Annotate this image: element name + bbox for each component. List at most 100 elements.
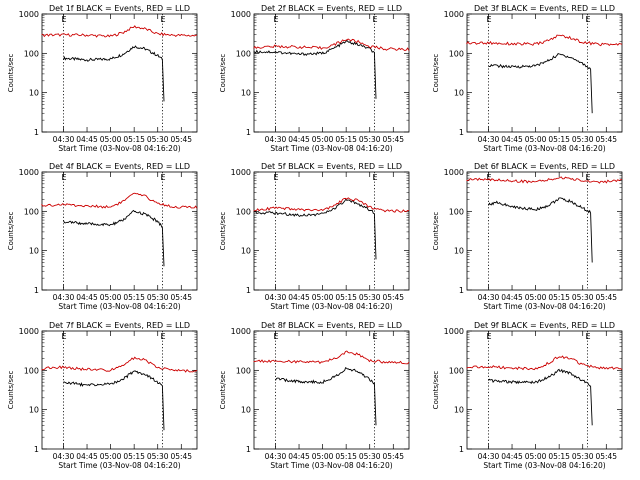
x-tick-label: 04:30 — [53, 293, 75, 302]
lld-series-line — [466, 34, 623, 47]
x-tick-label: 05:30 — [359, 452, 381, 461]
x-axis-label: Start Time (03-Nov-08 04:16:20) — [270, 302, 392, 311]
x-tick-label: 05:30 — [147, 293, 169, 302]
plot-title: Det 3f BLACK = Events, RED = LLD — [474, 4, 615, 13]
x-tick-label: 05:45 — [595, 135, 617, 144]
y-tick-label: 1 — [34, 128, 39, 137]
x-tick-label: 05:45 — [170, 293, 192, 302]
x-tick-label: 05:45 — [170, 135, 192, 144]
plot-frame — [253, 330, 410, 450]
y-tick-label: 1 — [459, 286, 464, 295]
x-tick-label: 05:30 — [147, 452, 169, 461]
x-tick-label: 04:45 — [288, 452, 310, 461]
event-marker-label: E — [160, 332, 165, 341]
y-tick-label: 100 — [236, 207, 251, 216]
plot-frame — [41, 330, 198, 450]
lld-series-line — [41, 25, 197, 38]
plot-frame — [466, 330, 623, 450]
x-tick-label: 05:45 — [382, 452, 404, 461]
y-tick-label: 1 — [246, 445, 251, 454]
y-tick-label: 1000 — [231, 327, 251, 336]
events-series-line — [253, 39, 377, 99]
y-tick-label: 1 — [459, 445, 464, 454]
detector-plot-3: Det 3f BLACK = Events, RED = LLD 1 10 100 10… — [432, 4, 623, 153]
x-axis-label: Start Time (03-Nov-08 04:16:20) — [483, 144, 605, 153]
x-tick-label: 05:15 — [548, 293, 570, 302]
x-tick-label: 05:00 — [100, 293, 122, 302]
events-series-line — [63, 45, 165, 102]
y-tick-label: 10 — [29, 247, 39, 256]
x-tick-label: 05:15 — [548, 135, 570, 144]
x-tick-label: 05:00 — [100, 135, 122, 144]
x-tick-label: 05:15 — [548, 452, 570, 461]
x-tick-label: 05:15 — [335, 293, 357, 302]
plot-title: Det 1f BLACK = Events, RED = LLD — [49, 4, 190, 13]
x-tick-label: 04:30 — [478, 293, 500, 302]
y-axis-label: Counts/sec — [432, 371, 440, 410]
y-tick-label: 1 — [34, 286, 39, 295]
events-series-line — [275, 367, 377, 426]
y-tick-label: 10 — [29, 406, 39, 415]
y-axis-label: Counts/sec — [432, 212, 440, 251]
x-axis-label: Start Time (03-Nov-08 04:16:20) — [483, 302, 605, 311]
x-tick-label: 05:30 — [572, 135, 594, 144]
x-tick-label: 04:45 — [288, 293, 310, 302]
plot-title: Det 5f BLACK = Events, RED = LLD — [261, 162, 402, 171]
x-tick-label: 04:30 — [265, 293, 287, 302]
x-tick-label: 04:45 — [76, 452, 98, 461]
plot-frame — [41, 13, 198, 133]
event-marker-label: E — [160, 15, 165, 24]
y-tick-label: 10 — [454, 89, 464, 98]
x-tick-label: 05:30 — [359, 135, 381, 144]
x-tick-label: 05:45 — [595, 293, 617, 302]
x-axis-label: Start Time (03-Nov-08 04:16:20) — [58, 302, 180, 311]
detector-plot-4: Det 4f BLACK = Events, RED = LLD 1 10 100 10… — [7, 162, 198, 311]
x-tick-label: 05:45 — [170, 452, 192, 461]
lld-series-line — [253, 38, 410, 51]
events-series-line — [488, 368, 593, 426]
x-tick-label: 05:15 — [123, 452, 145, 461]
detector-plot-9: Det 9f BLACK = Events, RED = LLD 1 10 100 10… — [432, 321, 623, 470]
y-tick-label: 10 — [241, 406, 251, 415]
event-marker-label: E — [372, 15, 377, 24]
event-marker-label: E — [372, 332, 377, 341]
x-tick-label: 04:45 — [76, 135, 98, 144]
y-tick-label: 100 — [24, 366, 39, 375]
detector-plot-7: Det 7f BLACK = Events, RED = LLD 1 10 100 10… — [7, 321, 198, 470]
y-tick-label: 1 — [246, 128, 251, 137]
y-tick-label: 10 — [241, 89, 251, 98]
x-tick-label: 04:30 — [478, 452, 500, 461]
x-tick-label: 05:15 — [335, 452, 357, 461]
detector-plot-5: Det 5f BLACK = Events, RED = LLD 1 10 100 10… — [219, 162, 410, 311]
x-tick-label: 04:45 — [76, 293, 98, 302]
plot-frame — [253, 171, 410, 291]
plot-title: Det 7f BLACK = Events, RED = LLD — [49, 321, 190, 330]
x-tick-label: 05:00 — [525, 293, 547, 302]
x-tick-label: 05:00 — [525, 452, 547, 461]
y-tick-label: 100 — [24, 49, 39, 58]
y-axis-label: Counts/sec — [432, 54, 440, 93]
lld-series-line — [253, 350, 410, 365]
y-tick-label: 100 — [449, 49, 464, 58]
x-tick-label: 05:00 — [100, 452, 122, 461]
y-axis-label: Counts/sec — [219, 212, 227, 251]
x-tick-label: 05:30 — [572, 452, 594, 461]
plot-title: Det 4f BLACK = Events, RED = LLD — [49, 162, 190, 171]
x-axis-label: Start Time (03-Nov-08 04:16:20) — [270, 144, 392, 153]
events-series-line — [63, 370, 165, 431]
x-tick-label: 04:45 — [288, 135, 310, 144]
event-marker-label: E — [585, 173, 590, 182]
detector-plot-1: Det 1f BLACK = Events, RED = LLD 1 10 100 10… — [7, 4, 198, 153]
x-axis-label: Start Time (03-Nov-08 04:16:20) — [270, 461, 392, 470]
x-tick-label: 04:30 — [478, 135, 500, 144]
x-tick-label: 05:30 — [572, 293, 594, 302]
detector-plot-2: Det 2f BLACK = Events, RED = LLD 1 10 100 10… — [219, 4, 410, 153]
y-tick-label: 1000 — [444, 168, 464, 177]
x-axis-label: Start Time (03-Nov-08 04:16:20) — [58, 461, 180, 470]
y-tick-label: 1000 — [444, 10, 464, 19]
event-marker-label: E — [61, 173, 66, 182]
plot-title: Det 8f BLACK = Events, RED = LLD — [261, 321, 402, 330]
x-tick-label: 04:30 — [265, 135, 287, 144]
x-tick-label: 05:45 — [595, 452, 617, 461]
